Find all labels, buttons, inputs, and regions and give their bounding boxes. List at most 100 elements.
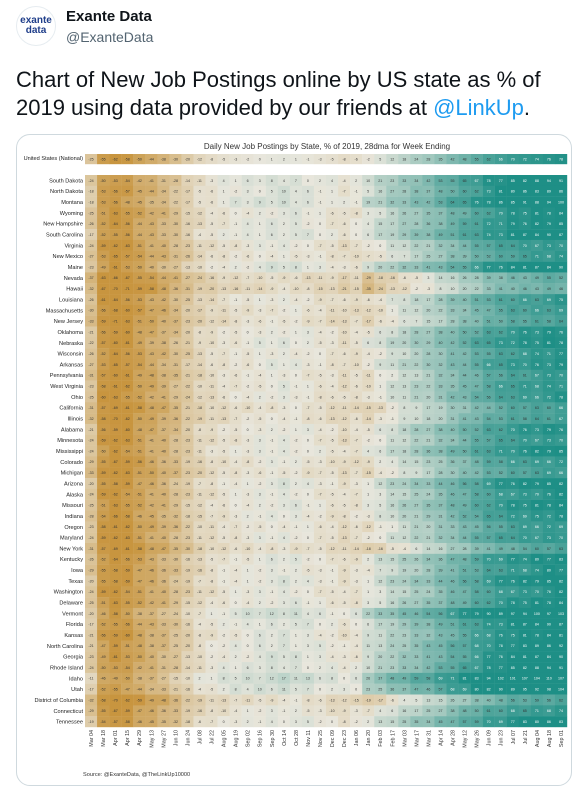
- cell-value: -59: [100, 590, 105, 594]
- cell-value: 63: [511, 395, 515, 399]
- heat-cell: [97, 337, 110, 349]
- heat-cell: [205, 250, 218, 262]
- cell-value: -57: [100, 374, 105, 378]
- heat-cell: [301, 553, 315, 565]
- cell-value: 20: [426, 395, 430, 399]
- heat-cell: [410, 434, 423, 446]
- cell-value: -3: [330, 374, 333, 378]
- cell-value: -2: [246, 417, 249, 421]
- heat-cell: [205, 705, 218, 717]
- cell-value: 84: [547, 633, 551, 637]
- cell-value: -6: [210, 200, 213, 204]
- chart-image[interactable]: Daily New Job Postings by State, % of 20…: [16, 134, 572, 786]
- heat-cell: [338, 467, 351, 479]
- cell-value: 40: [451, 330, 455, 334]
- heat-cell: [217, 304, 230, 316]
- cell-value: -2: [294, 536, 297, 540]
- heat-cell: [265, 716, 278, 728]
- cell-value: 58: [499, 460, 503, 464]
- heat-cell: [350, 402, 363, 414]
- cell-value: -39: [161, 384, 166, 388]
- cell-value: 3: [319, 265, 321, 269]
- cell-value: 8: [403, 406, 405, 410]
- heat-cell: [205, 348, 218, 360]
- heat-cell: [350, 683, 363, 695]
- cell-value: -37: [149, 677, 154, 681]
- heat-cell: [422, 716, 435, 728]
- heat-cell: [121, 640, 134, 652]
- cell-value: 88: [535, 179, 539, 183]
- cell-value: -52: [100, 558, 105, 562]
- heat-cell: [542, 185, 556, 197]
- heat-cell: [241, 532, 254, 544]
- heat-cell: [169, 380, 182, 392]
- heat-cell: [362, 315, 375, 327]
- cell-value: -4: [330, 265, 333, 269]
- cell-value: 24: [390, 644, 394, 648]
- cell-value: 39: [451, 298, 455, 302]
- heat-cell: [193, 521, 206, 533]
- row-label: West Virginia: [50, 384, 84, 390]
- cell-value: -1: [294, 698, 297, 702]
- cell-value: 84: [559, 211, 563, 215]
- avatar[interactable]: exante data: [16, 6, 56, 46]
- heat-cell: [109, 218, 122, 230]
- cell-value: 65: [499, 439, 503, 443]
- cell-value: 25: [426, 255, 430, 259]
- heat-cell: [205, 618, 218, 630]
- heat-cell: [97, 272, 110, 284]
- heat-cell: [301, 380, 315, 392]
- heat-cell: [217, 683, 230, 695]
- cell-value: 42: [426, 666, 430, 670]
- heat-cell: [313, 272, 327, 284]
- heat-cell: [362, 618, 375, 630]
- cell-value: 43: [414, 200, 418, 204]
- cell-value: -2: [258, 709, 261, 713]
- heat-cell: [398, 423, 411, 435]
- cell-value: -37: [161, 644, 166, 648]
- heat-cell: [506, 391, 519, 403]
- heat-cell: [518, 716, 532, 728]
- cell-value: -7: [367, 709, 370, 713]
- heat-cell: [542, 543, 556, 555]
- cell-value: -12: [209, 244, 214, 248]
- cell-value: 76: [547, 157, 551, 161]
- cell-value: -10: [341, 309, 346, 313]
- cell-value: 59: [511, 255, 515, 259]
- cell-value: -4: [306, 514, 309, 518]
- heat-cell: [241, 359, 254, 371]
- heat-cell: [458, 640, 471, 652]
- cell-value: 26: [451, 698, 455, 702]
- heat-cell: [265, 521, 278, 533]
- display-name[interactable]: Exante Data: [66, 8, 152, 25]
- cell-value: -24: [88, 590, 93, 594]
- cell-value: -17: [197, 309, 202, 313]
- cell-value: 41: [451, 352, 455, 356]
- cell-value: -47: [161, 406, 166, 410]
- heat-cell: [289, 575, 303, 587]
- cell-value: -1: [306, 601, 309, 605]
- cell-value: -48: [161, 287, 166, 291]
- cell-value: 6: [259, 644, 261, 648]
- heat-cell: [241, 315, 254, 327]
- cell-value: 83: [559, 720, 563, 724]
- cell-value: 60: [475, 504, 479, 508]
- cell-value: 90: [547, 233, 551, 237]
- heat-cell: [374, 629, 387, 641]
- heat-cell: [494, 402, 507, 414]
- handle[interactable]: @ExanteData: [66, 29, 154, 45]
- cell-value: 79: [559, 363, 563, 367]
- cell-value: -62: [113, 439, 118, 443]
- cell-value: 49: [438, 623, 442, 627]
- heat-cell: [229, 337, 242, 349]
- heat-cell: [133, 694, 146, 706]
- heat-cell: [458, 532, 471, 544]
- cell-value: 28: [475, 276, 479, 280]
- heat-cell: [506, 543, 519, 555]
- cell-value: -11: [209, 525, 214, 529]
- heat-cell: [494, 575, 507, 587]
- cell-value: -7: [318, 590, 321, 594]
- heat-cell: [97, 326, 110, 338]
- heat-cell: [374, 553, 387, 565]
- mention-link[interactable]: @LinkUp: [433, 95, 524, 120]
